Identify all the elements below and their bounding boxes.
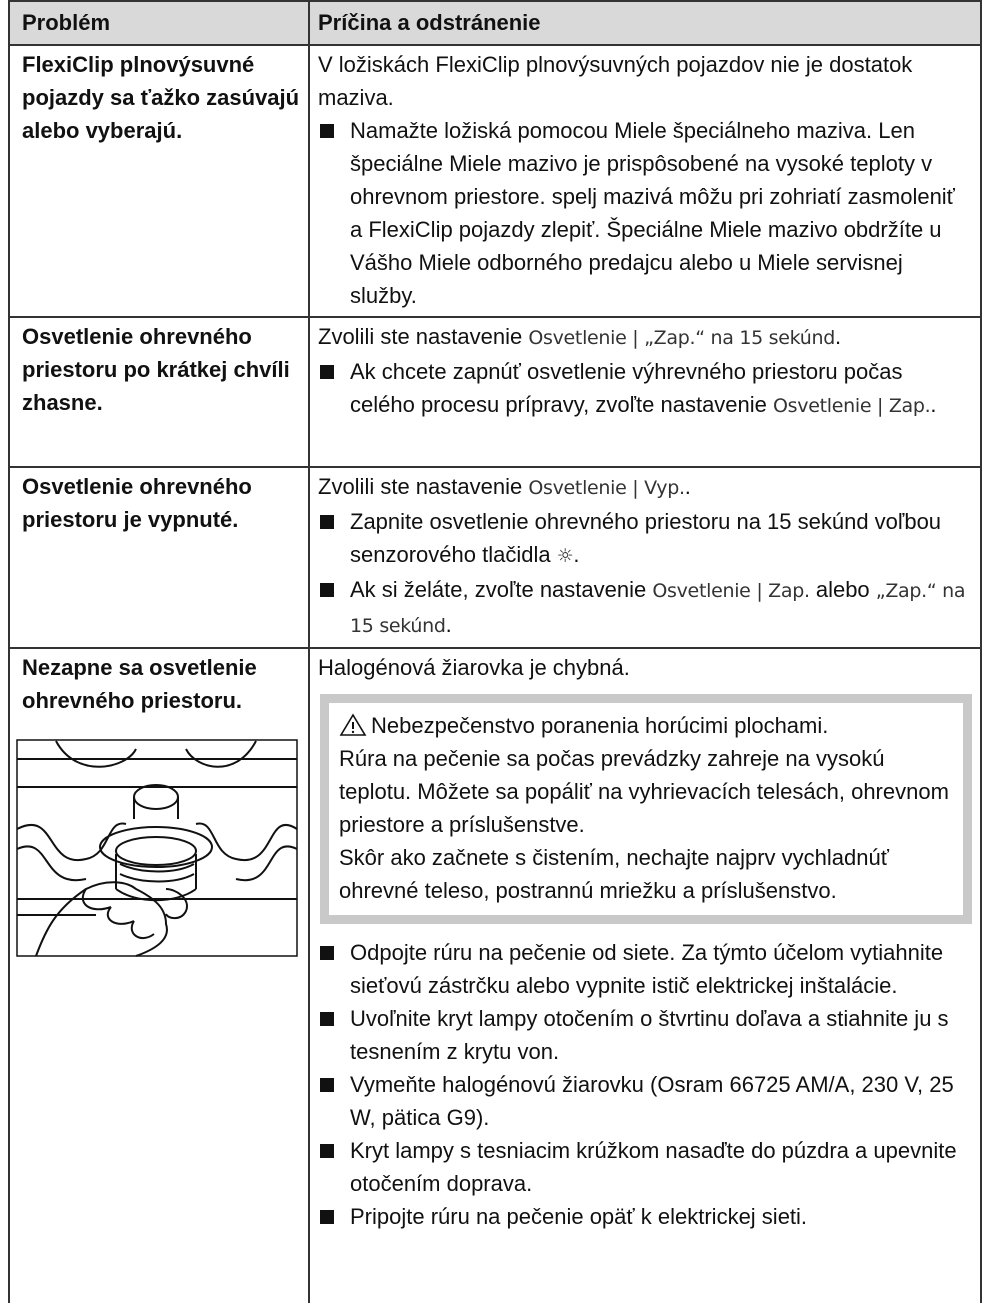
lamp-illustration (16, 739, 298, 957)
step-item: Vymeňte halogénovú žiarovku (Osram 66725… (318, 1068, 972, 1134)
setting-text: ☼ (556, 545, 574, 567)
setting-text: „Zap.“ na 15 sekúnd (350, 580, 966, 637)
text-run: Vymeňte halogénovú žiarovku (Osram 66725… (350, 1072, 954, 1130)
text-run: Zapnite osvetlenie ohrevného priestoru n… (350, 509, 942, 567)
step-text: Ak chcete zapnúť osvetlenie výhrevného p… (350, 355, 972, 423)
step-text: Zapnite osvetlenie ohrevného priestoru n… (350, 505, 972, 573)
cause-text: Zvolili ste nastavenie Osvetlenie | Vyp.… (318, 470, 972, 505)
troubleshooting-table: Problém Príčina a odstránenie FlexiClip … (8, 0, 982, 1303)
step-text: Vymeňte halogénovú žiarovku (Osram 66725… (350, 1068, 972, 1134)
problem-text: Nezapne sa osvetlenie ohrevného priestor… (22, 655, 257, 713)
problem-cell: Osvetlenie ohrevného priestoru je vypnut… (8, 466, 310, 649)
header-cell: Príčina a odstránenie (308, 0, 982, 46)
text-run: . (573, 542, 580, 567)
setting-text: Osvetlenie | Vyp. (528, 477, 685, 499)
table-row: Osvetlenie ohrevného priestoru je vypnut… (8, 466, 982, 649)
setting-text: Osvetlenie | Zap. (652, 580, 810, 602)
cause-cell: Zvolili ste nastavenie Osvetlenie | Vyp.… (308, 466, 982, 649)
step-text: Namažte ložiská pomocou Miele špeciálneh… (350, 114, 972, 312)
text-run: . (445, 612, 452, 637)
step-text: Ak si želáte, zvoľte nastavenie Osvetlen… (350, 573, 972, 643)
header-row: Problém Príčina a odstránenie (8, 0, 982, 46)
bullet (320, 515, 334, 529)
step-item: Namažte ložiská pomocou Miele špeciálneh… (318, 114, 972, 312)
cause-text: Zvolili ste nastavenie Osvetlenie | „Zap… (318, 320, 972, 355)
cause-text: Halogénová žiarovka je chybná. (318, 651, 972, 684)
warning-paragraph: Skôr ako začnete s čistením, nechajte na… (339, 845, 889, 903)
text-run: Ak chcete zapnúť osvetlenie výhrevného p… (350, 359, 903, 417)
text-run: V ložiskách FlexiClip plnovýsuvných poja… (318, 52, 913, 110)
bullet (320, 1012, 334, 1026)
step-item: Pripojte rúru na pečenie opäť k elektric… (318, 1200, 972, 1233)
text-run: Ak si želáte, zvoľte nastavenie (350, 577, 653, 602)
text-run: Zvolili ste nastavenie (318, 474, 529, 499)
text-run: Halogénová žiarovka je chybná. (318, 655, 630, 680)
step-item: Ak si želáte, zvoľte nastavenie Osvetlen… (318, 573, 972, 643)
bullet (320, 124, 334, 138)
bullet (320, 946, 334, 960)
bullet (320, 583, 334, 597)
warning-title-text: Nebezpečenstvo poranenia horúcimi plocha… (371, 713, 829, 738)
bullet (320, 365, 334, 379)
step-text: Kryt lampy s tesniacim krúžkom nasaďte d… (350, 1134, 972, 1200)
step-item: Ak chcete zapnúť osvetlenie výhrevného p… (318, 355, 972, 423)
problem-text: FlexiClip plnovýsuvné pojazdy sa ťažko z… (22, 52, 300, 143)
cause-cell: V ložiskách FlexiClip plnovýsuvných poja… (308, 44, 982, 318)
step-text: Pripojte rúru na pečenie opäť k elektric… (350, 1200, 807, 1233)
problem-cell: Nezapne sa osvetlenie ohrevného priestor… (8, 647, 310, 1303)
problem-cell: FlexiClip plnovýsuvné pojazdy sa ťažko z… (8, 44, 310, 318)
warning-icon (339, 713, 367, 736)
step-item: Zapnite osvetlenie ohrevného priestoru n… (318, 505, 972, 573)
text-run: Kryt lampy s tesniacim krúžkom nasaďte d… (350, 1138, 957, 1196)
problem-cell: Osvetlenie ohrevného priestoru po krátke… (8, 316, 310, 468)
cause-cell: Zvolili ste nastavenie Osvetlenie | „Zap… (308, 316, 982, 468)
text-run: Pripojte rúru na pečenie opäť k elektric… (350, 1204, 808, 1229)
text-run: alebo (809, 577, 876, 602)
step-text: Odpojte rúru na pečenie od siete. Za tým… (350, 936, 972, 1002)
setting-text: Osvetlenie | Zap. (773, 395, 931, 417)
cause-cell: Halogénová žiarovka je chybná. Nebezpečen… (308, 647, 982, 1303)
text-run: Zvolili ste nastavenie (318, 324, 529, 349)
warning-title: Nebezpečenstvo poranenia horúcimi plocha… (339, 709, 953, 742)
text-run: Uvoľnite kryt lampy otočením o štvrtinu … (350, 1006, 949, 1064)
table-row: Osvetlenie ohrevného priestoru po krátke… (8, 316, 982, 468)
table-row: FlexiClip plnovýsuvné pojazdy sa ťažko z… (8, 44, 982, 318)
text-run: . (930, 392, 937, 417)
bullet (320, 1144, 334, 1158)
warning-paragraph: Rúra na pečenie sa počas prevádzky zahre… (339, 746, 949, 837)
header-cell: Problém (8, 0, 310, 46)
table-body: FlexiClip plnovýsuvné pojazdy sa ťažko z… (8, 44, 982, 1303)
bullet (320, 1210, 334, 1224)
text-run: Odpojte rúru na pečenie od siete. Za tým… (350, 940, 944, 998)
warning-box: Nebezpečenstvo poranenia horúcimi plocha… (320, 694, 972, 924)
step-item: Uvoľnite kryt lampy otočením o štvrtinu … (318, 1002, 972, 1068)
text-run: . (684, 474, 691, 499)
step-text: Uvoľnite kryt lampy otočením o štvrtinu … (350, 1002, 972, 1068)
text-run: . (835, 324, 842, 349)
cause-text: V ložiskách FlexiClip plnovýsuvných poja… (318, 48, 972, 114)
step-item: Kryt lampy s tesniacim krúžkom nasaďte d… (318, 1134, 972, 1200)
table-row: Nezapne sa osvetlenie ohrevného priestor… (8, 647, 982, 1303)
step-item: Odpojte rúru na pečenie od siete. Za tým… (318, 936, 972, 1002)
setting-text: Osvetlenie | „Zap.“ na 15 sekúnd (528, 327, 836, 349)
problem-text: Osvetlenie ohrevného priestoru po krátke… (22, 324, 290, 415)
bullet (320, 1078, 334, 1092)
problem-text: Osvetlenie ohrevného priestoru je vypnut… (22, 474, 252, 532)
text-run: Namažte ložiská pomocou Miele špeciálneh… (350, 118, 955, 308)
